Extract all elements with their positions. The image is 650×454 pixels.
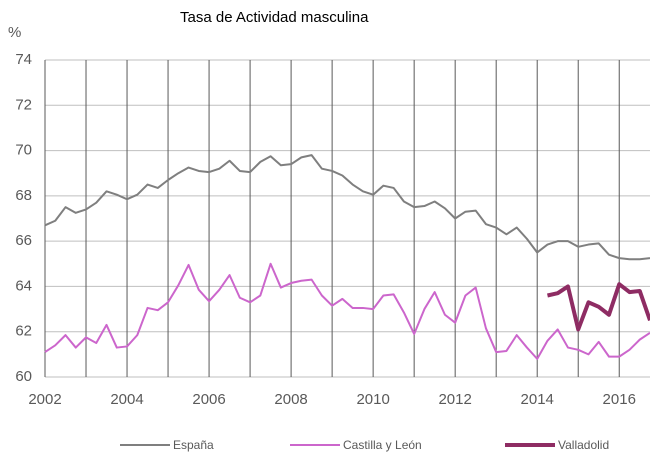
series-line [547, 282, 650, 332]
legend-label: Castilla y León [343, 438, 422, 452]
series-line [44, 154, 650, 261]
y-tick-label: 64 [15, 277, 32, 294]
x-tick-label: 2010 [356, 391, 389, 408]
y-tick-label: 66 [15, 232, 32, 249]
y-axis-label: % [8, 24, 21, 41]
y-tick-label: 62 [15, 323, 32, 340]
y-tick-label: 72 [15, 96, 32, 113]
x-tick-label: 2012 [438, 391, 471, 408]
legend-label: Valladolid [558, 438, 609, 452]
legend-label: España [173, 438, 214, 452]
x-tick-label: 2006 [192, 391, 225, 408]
x-tick-label: 2004 [110, 391, 143, 408]
series-line [44, 262, 650, 360]
chart-title: Tasa de Actividad masculina [180, 9, 369, 26]
y-tick-label: 70 [15, 142, 32, 159]
y-tick-label: 74 [15, 51, 32, 68]
y-tick-label: 60 [15, 368, 32, 385]
y-tick-label: 68 [15, 187, 32, 204]
x-tick-label: 2008 [274, 391, 307, 408]
x-tick-label: 2014 [521, 391, 554, 408]
x-tick-label: 2016 [603, 391, 636, 408]
x-tick-label: 2002 [28, 391, 61, 408]
